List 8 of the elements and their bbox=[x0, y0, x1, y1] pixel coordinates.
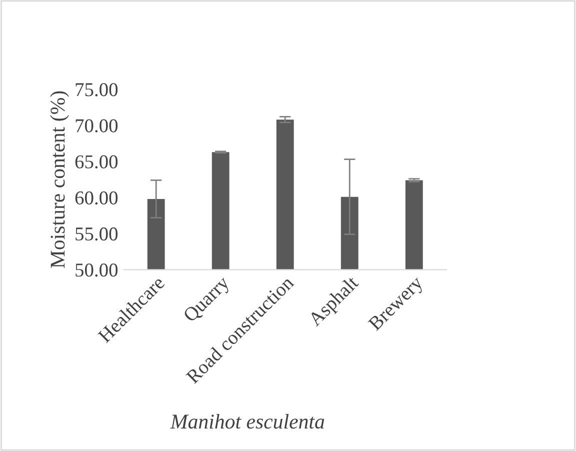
y-tick-label: 65.00 bbox=[75, 155, 118, 168]
x-axis-title: Manihot esculenta bbox=[170, 414, 324, 429]
y-tick-label: 60.00 bbox=[75, 191, 118, 205]
y-axis-title: Moisture content (%) bbox=[50, 91, 69, 268]
y-tick-label: 50.00 bbox=[76, 264, 118, 277]
y-tick-label: 75.00 bbox=[76, 83, 118, 96]
y-tick-label: 70.00 bbox=[76, 119, 118, 132]
y-tick-label: 55.00 bbox=[76, 227, 118, 241]
